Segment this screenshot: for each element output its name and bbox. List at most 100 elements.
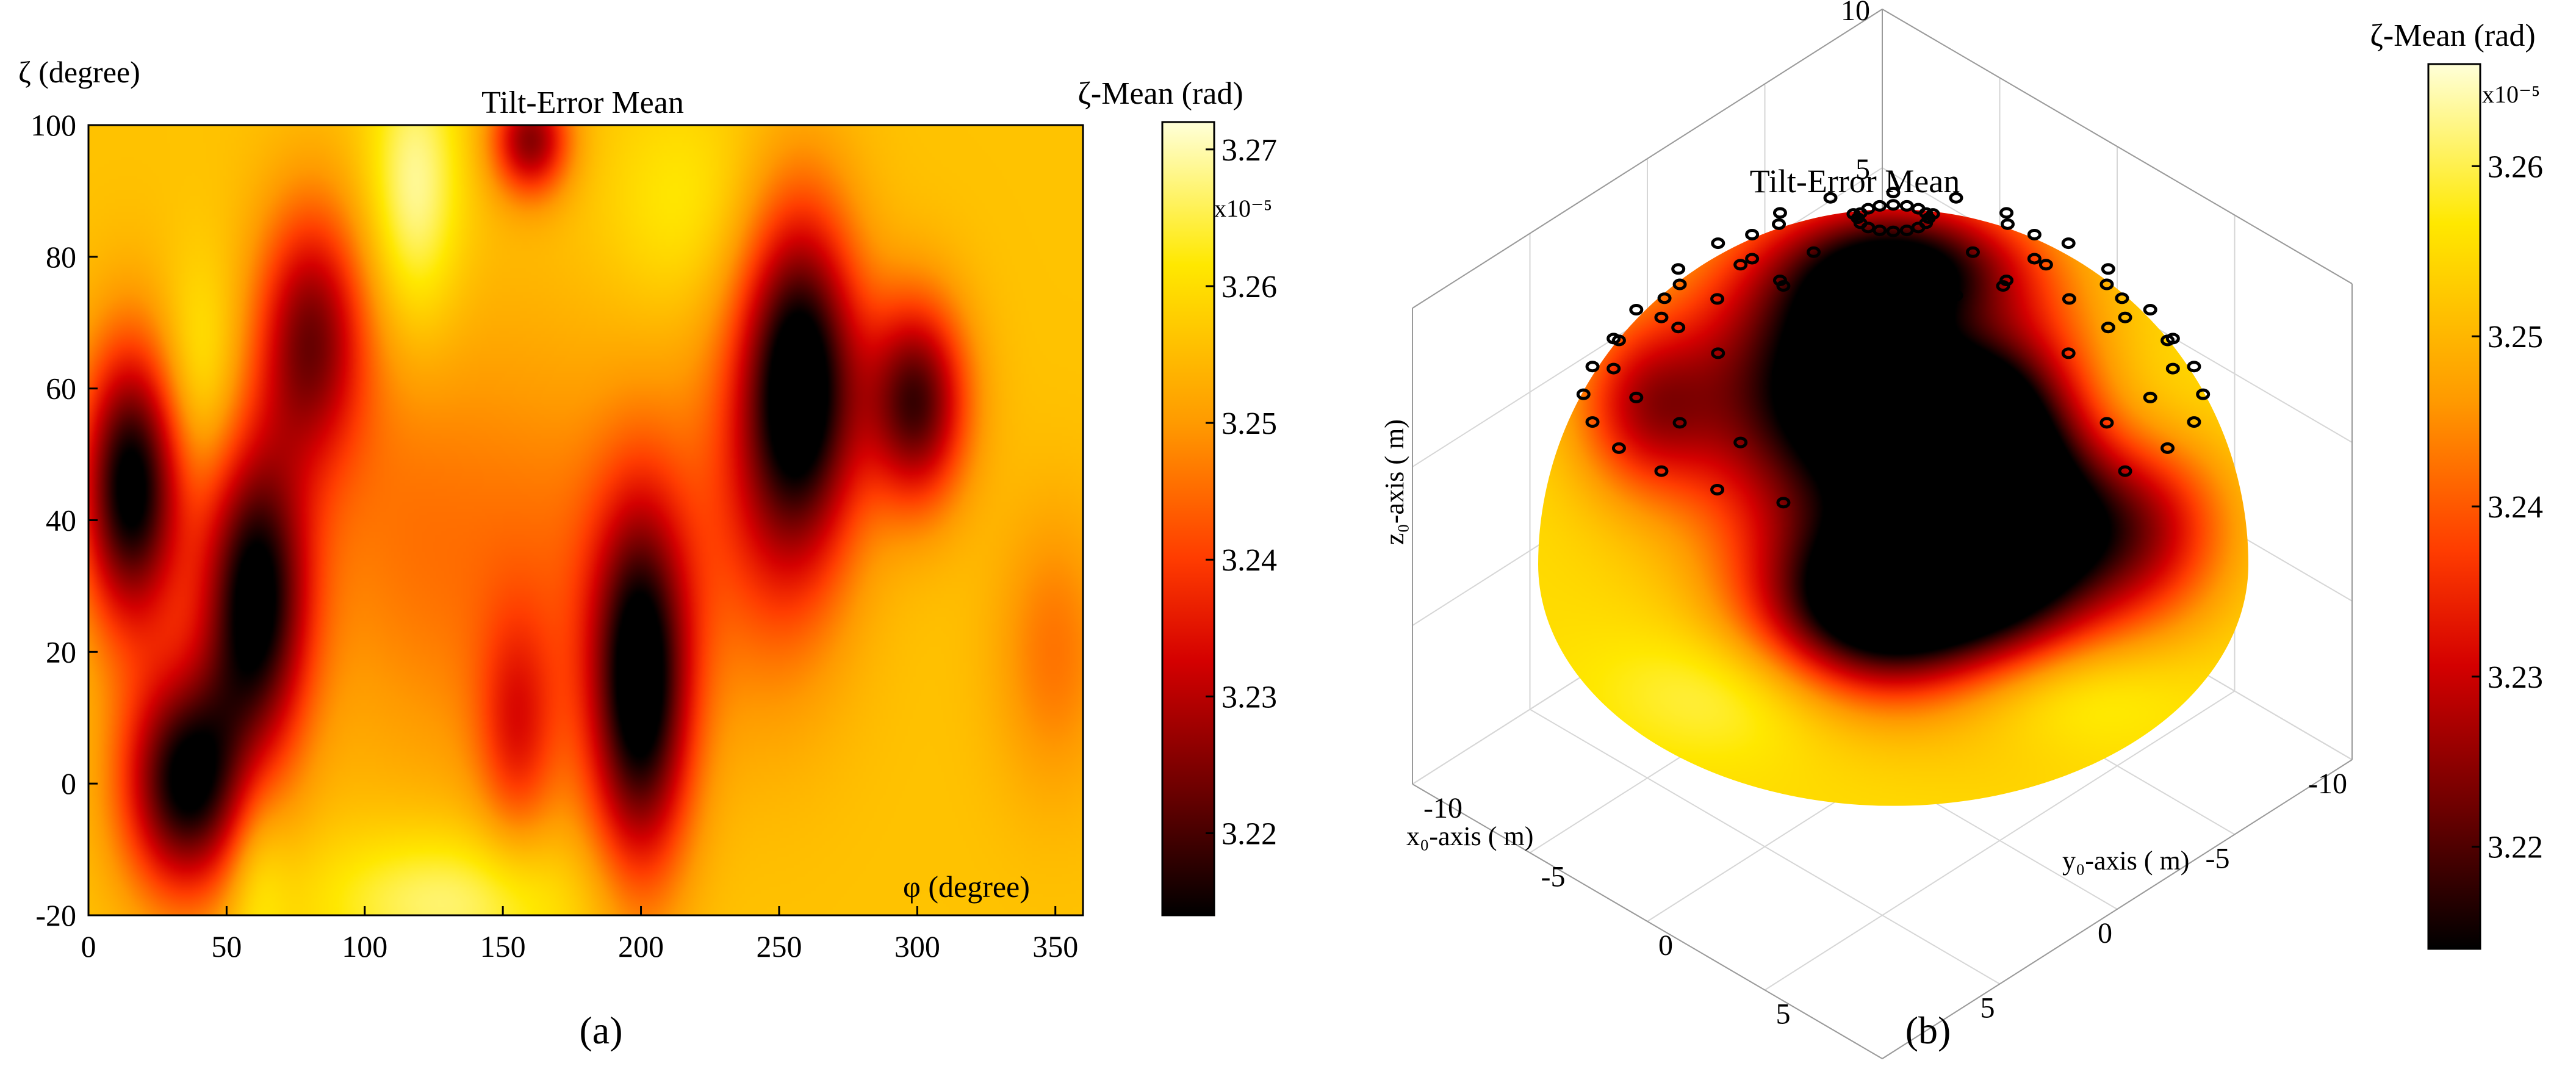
sensor-dot <box>1772 218 1786 230</box>
sensor-dot <box>1745 253 1760 265</box>
x-tick-label: -10 <box>2308 768 2347 800</box>
sensor-dot <box>1886 199 1901 211</box>
y-tick-label: 60 <box>46 372 76 406</box>
sensor-dot <box>2187 416 2201 428</box>
panel-b-x-axis-label: x₀-axis ( m) <box>1406 821 1533 851</box>
sensor-dot <box>1899 225 1914 237</box>
colorbar-a-exponent: x10⁻⁵ <box>1214 195 1272 222</box>
sensor-dot <box>1899 200 1914 212</box>
sensor-markers <box>1576 186 2211 516</box>
sensor-dot <box>1629 391 1644 403</box>
sensor-dot <box>1576 388 1591 400</box>
panel-b-title: Tilt-Error Mean <box>1750 163 1960 200</box>
sensor-dot <box>1733 436 1748 448</box>
colorbar-tick-label: 3.23 <box>2488 660 2543 695</box>
sensor-dot <box>2115 292 2129 304</box>
sensor-dot <box>2061 347 2076 359</box>
sensor-dot <box>2101 263 2115 275</box>
hemisphere-color-field <box>1538 209 2248 806</box>
sensor-dot <box>1672 417 1687 429</box>
sensor-dot <box>2099 417 2114 429</box>
sensor-dot <box>1672 278 1687 290</box>
colorbar-tick-label: 3.26 <box>2488 149 2543 184</box>
sensor-dot <box>2061 237 2076 250</box>
grid-line <box>1529 708 2001 985</box>
sensor-dot <box>1807 246 1821 258</box>
sensor-dot <box>1745 228 1760 240</box>
y-tick-label: 0 <box>1658 929 1673 962</box>
sensor-dot <box>1999 207 2014 219</box>
sensor-dot <box>2000 218 2015 230</box>
y-tick-label: 80 <box>46 240 76 274</box>
sensor-dot <box>1849 503 1863 516</box>
heatmap-image <box>88 125 1083 915</box>
box-edge <box>1412 9 1883 309</box>
sensor-dot <box>2160 442 2175 454</box>
colorbar-b-title: ζ-Mean (rad) <box>2370 18 2535 53</box>
sensor-dot <box>1585 361 1600 373</box>
sensor-dot <box>2027 228 2042 240</box>
y-tick-label: 100 <box>31 108 76 142</box>
x-tick-label: 100 <box>342 929 387 963</box>
panel-b-z-axis-label: z₀-axis ( m) <box>1380 419 1409 545</box>
y-tick-label: 5 <box>1776 998 1791 1031</box>
panel-a-x-axis-label: φ (degree) <box>903 870 1030 904</box>
sensor-dot <box>2038 259 2053 271</box>
z-tick-label: -5 <box>1846 470 1870 503</box>
sensor-dot <box>1886 295 1901 307</box>
sensor-dot <box>2118 311 2132 323</box>
sensor-dot <box>1710 293 1725 305</box>
sensor-dot <box>2187 361 2201 373</box>
colorbar-a-gradient <box>1161 121 1215 917</box>
z-tick-label: 5 <box>1855 153 1870 185</box>
sensor-dot <box>2000 366 2015 378</box>
sensor-dot <box>1671 322 1686 334</box>
sensor-dot <box>1873 200 1887 212</box>
sensor-dot <box>1629 304 1644 316</box>
sensor-dot <box>1949 192 1963 204</box>
sensor-dot <box>1606 362 1621 375</box>
sensor-dot <box>1846 376 1861 389</box>
sensor-dot <box>2160 334 2175 347</box>
colorbar-tick-label: 3.27 <box>1221 133 1277 168</box>
sensor-dot <box>1711 237 1725 250</box>
sensor-dot <box>1965 246 1980 258</box>
sensor-dot <box>2101 322 2115 334</box>
sensor-dot <box>1710 483 1725 495</box>
x-tick-label: 200 <box>618 929 664 963</box>
z-tick-label: 0 <box>1855 312 1870 344</box>
sensor-dot <box>2118 465 2132 477</box>
sensor-dot <box>1886 186 1901 198</box>
sensor-dot <box>1886 242 1901 254</box>
sensor-dot <box>2165 362 2180 375</box>
sensor-dot <box>2143 391 2157 403</box>
sensor-dot <box>1585 416 1600 428</box>
sensor-dot <box>1965 449 1980 461</box>
sensor-dot <box>2196 388 2211 400</box>
colorbar-tick-label: 3.23 <box>1221 680 1277 715</box>
sensor-dot <box>2099 278 2114 290</box>
colorbar-tick-label: 3.25 <box>1221 406 1277 441</box>
sensor-dot <box>1886 225 1901 237</box>
sensor-dot <box>1996 280 2010 292</box>
colorbar-tick-label: 3.22 <box>2488 830 2543 865</box>
panel-a-label: (a) <box>579 1009 622 1052</box>
hemisphere-surface <box>1538 209 2248 806</box>
panel-b-y-axis-label: y₀-axis ( m) <box>2062 846 2189 876</box>
sensor-dot <box>1886 453 1901 466</box>
colorbar-b-ticks: 3.22 3.23 3.24 3.25 3.26 <box>2472 149 2543 865</box>
sensor-dot <box>1919 207 1934 219</box>
colorbar-tick-label: 3.24 <box>2488 490 2543 525</box>
x-tick-label: 0 <box>2098 917 2112 949</box>
sensor-dot <box>1671 263 1686 275</box>
sensor-dot <box>1926 376 1940 389</box>
sensor-dot <box>1733 259 1748 271</box>
colorbar-a-ticks: 3.22 3.23 3.24 3.25 3.26 3.27 <box>1206 133 1277 852</box>
y-tick-label: 20 <box>46 635 76 669</box>
panel-a-y-axis-label: ζ (degree) <box>18 55 140 89</box>
colorbar-tick-label: 3.24 <box>1221 543 1277 578</box>
sensor-dot <box>1849 273 1863 286</box>
sensor-dot <box>1776 497 1791 509</box>
